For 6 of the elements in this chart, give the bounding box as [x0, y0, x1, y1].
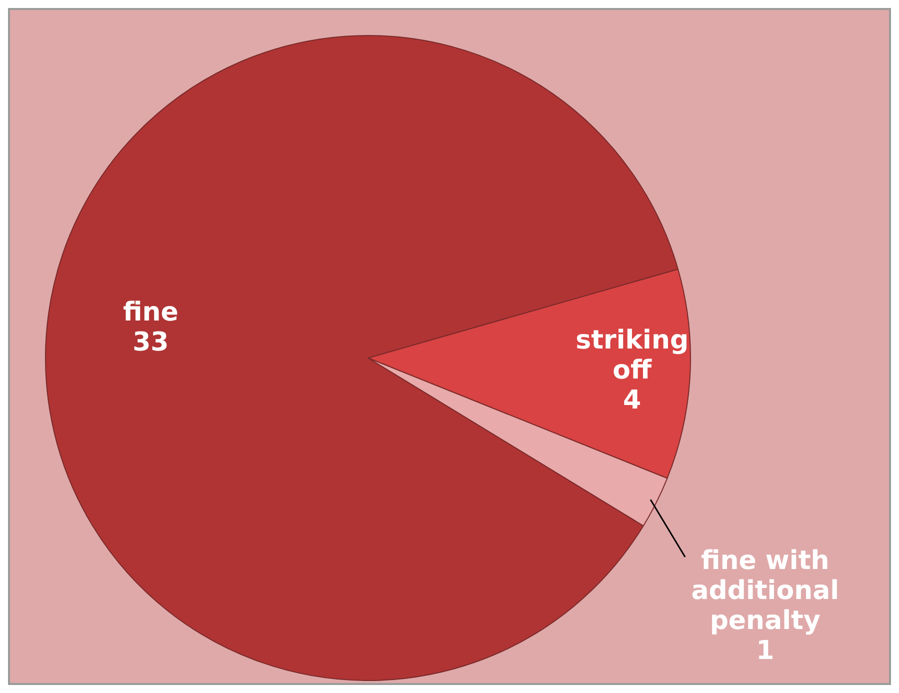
- slice-label: fine: [122, 297, 178, 328]
- data-label: 1: [756, 636, 774, 666]
- data-label: 33: [132, 327, 169, 358]
- data-label: 4: [623, 385, 642, 416]
- slice-label: striking off: [576, 325, 689, 386]
- slice-label: fine with additional penalty: [691, 546, 840, 636]
